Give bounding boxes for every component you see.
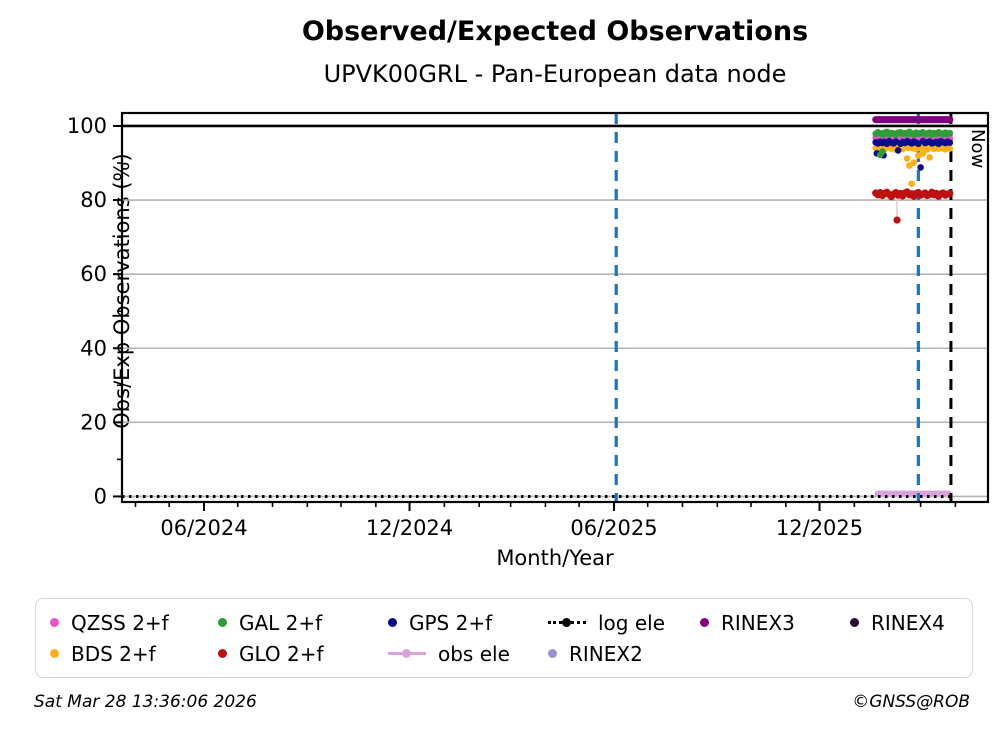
legend-marker-dot bbox=[548, 649, 557, 658]
legend-marker-dot bbox=[50, 649, 59, 658]
y-tick-label: 100 bbox=[67, 114, 107, 138]
legend-label: QZSS 2+f bbox=[71, 610, 169, 635]
x-tick-label: 12/2025 bbox=[776, 516, 863, 540]
legend-item-gal-2-f: GAL 2+f bbox=[218, 611, 388, 635]
x-axis-label: Month/Year bbox=[496, 546, 614, 570]
legend-marker-dot bbox=[50, 618, 59, 627]
data-point bbox=[919, 150, 927, 157]
chart-subtitle: UPVK00GRL - Pan-European data node bbox=[323, 60, 787, 88]
legend-marker-line bbox=[548, 618, 586, 627]
legend-item-bds-2-f: BDS 2+f bbox=[50, 642, 218, 666]
y-tick-label: 40 bbox=[80, 336, 107, 360]
legend-label: GLO 2+f bbox=[239, 641, 324, 666]
legend-item-obs-ele: obs ele bbox=[388, 642, 548, 666]
legend-item-rinex3: RINEX3 bbox=[700, 611, 850, 635]
data-point bbox=[894, 147, 902, 154]
data-point bbox=[903, 155, 911, 162]
legend-marker-dot bbox=[850, 618, 859, 627]
timestamp: Sat Mar 28 13:36:06 2026 bbox=[34, 692, 257, 712]
copyright: ©GNSS@ROB bbox=[852, 692, 970, 712]
legend-label: BDS 2+f bbox=[71, 641, 156, 666]
legend-marker-dot bbox=[700, 618, 709, 627]
legend-label: GPS 2+f bbox=[409, 610, 493, 635]
legend-item-gps-2-f: GPS 2+f bbox=[388, 611, 548, 635]
legend: QZSS 2+f BDS 2+f GAL 2+f GLO 2+f GPS 2+f obs … bbox=[35, 598, 973, 678]
y-tick-label: 0 bbox=[94, 484, 107, 508]
legend-label: RINEX3 bbox=[721, 610, 795, 635]
legend-marker-dot bbox=[218, 618, 227, 627]
legend-label: RINEX2 bbox=[569, 641, 643, 666]
plot-canvas: 06/2024 12/2024 06/2025 12/2025 0 20 40 60 80 100… bbox=[67, 111, 990, 540]
data-point bbox=[879, 148, 886, 155]
legend-item-rinex2: RINEX2 bbox=[548, 642, 700, 666]
data-point bbox=[946, 145, 954, 152]
legend-label: obs ele bbox=[438, 641, 510, 666]
now-label: Now bbox=[967, 129, 988, 168]
data-point bbox=[926, 154, 933, 161]
legend-label: RINEX4 bbox=[871, 610, 945, 635]
legend-marker-line bbox=[388, 649, 426, 658]
data-point bbox=[946, 189, 954, 197]
y-tick-label: 20 bbox=[80, 410, 107, 434]
x-tick-label: 06/2025 bbox=[570, 516, 657, 540]
legend-label: GAL 2+f bbox=[239, 610, 323, 635]
y-tick-label: 60 bbox=[80, 262, 107, 286]
plot-border bbox=[120, 111, 990, 504]
data-point bbox=[893, 216, 901, 224]
data-point bbox=[946, 129, 954, 137]
data-point bbox=[908, 180, 915, 188]
legend-item-glo-2-f: GLO 2+f bbox=[218, 642, 388, 666]
legend-item-rinex4: RINEX4 bbox=[850, 611, 958, 635]
data-point bbox=[910, 159, 918, 166]
data-point bbox=[946, 139, 954, 146]
chart-title: Observed/Expected Observations bbox=[301, 16, 809, 47]
y-tick-label: 80 bbox=[80, 188, 107, 212]
plot-area: 06/2024 12/2024 06/2025 12/2025 0 20 40 60 80 100… bbox=[67, 111, 990, 540]
legend-item-qzss-2-f: QZSS 2+f bbox=[50, 611, 218, 635]
legend-label: log ele bbox=[598, 610, 666, 635]
legend-marker-dot bbox=[218, 649, 227, 658]
legend-marker-dot bbox=[388, 618, 397, 627]
x-tick-label: 12/2024 bbox=[366, 516, 453, 540]
x-tick-label: 06/2024 bbox=[160, 516, 247, 540]
legend-item-log-ele: log ele bbox=[548, 611, 700, 635]
data-point bbox=[917, 164, 924, 171]
